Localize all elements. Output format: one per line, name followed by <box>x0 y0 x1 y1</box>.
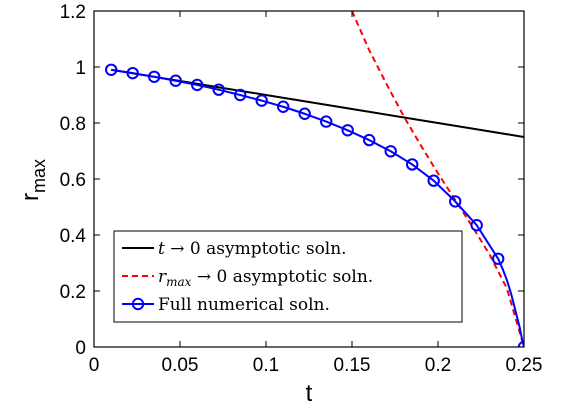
series-marker <box>427 174 440 187</box>
series-marker <box>191 78 204 92</box>
y-tick-label: 0.2 <box>60 282 86 303</box>
x-tick-label: 0.25 <box>506 355 543 376</box>
series-marker <box>449 195 462 208</box>
series-marker <box>234 88 247 102</box>
series-marker <box>363 133 376 147</box>
series-marker <box>126 66 139 80</box>
y-axis-title: rmax <box>17 159 49 201</box>
series-marker <box>470 219 483 232</box>
y-tick-label: 0.4 <box>60 226 87 247</box>
legend-label-1: t → 0 asymptotic soln. <box>158 239 347 259</box>
series-marker <box>212 83 225 96</box>
y-tick-label: 0.8 <box>60 114 86 135</box>
x-tick-label: 0.15 <box>334 355 371 376</box>
series-line-3 <box>111 68 524 347</box>
series-marker <box>298 107 311 120</box>
legend-box <box>113 230 463 323</box>
y-axis-title-main: r <box>17 193 44 201</box>
series-marker <box>169 74 182 87</box>
legend-marker <box>131 297 145 311</box>
x-tick-label: 0.1 <box>253 355 279 376</box>
x-tick-label: 0.2 <box>425 355 451 376</box>
series-marker <box>384 145 397 158</box>
series-line-2 <box>351 11 524 347</box>
x-tick-label: 0 <box>89 355 100 376</box>
x-tick-label: 0.05 <box>162 355 199 376</box>
y-tick-label: 0.6 <box>60 170 86 191</box>
series-marker <box>341 124 354 137</box>
x-axis-title: t <box>306 380 313 407</box>
series-marker <box>492 252 505 265</box>
legend-label-2: rmax → 0 asymptotic soln. <box>158 267 373 289</box>
y-tick-label: 0 <box>75 338 86 359</box>
legend-label-3: Full numerical soln. <box>158 295 330 315</box>
series-marker <box>406 158 419 171</box>
y-tick-label: 1 <box>75 58 86 79</box>
series-marker <box>255 94 268 107</box>
series-marker <box>148 70 161 84</box>
series-marker <box>105 63 118 77</box>
y-axis-title-subscript: max <box>29 159 49 193</box>
y-tick-label: 1.2 <box>60 2 86 23</box>
series-marker <box>277 100 290 113</box>
series-marker <box>320 115 333 128</box>
